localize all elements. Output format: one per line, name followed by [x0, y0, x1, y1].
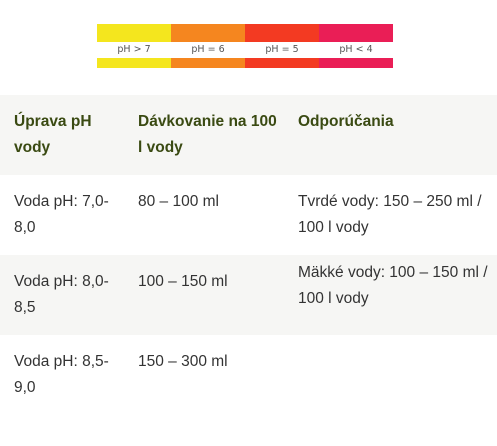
- ph-color-scale: pH > 7 pH = 6 pH = 5 pH < 4: [97, 24, 393, 68]
- ph-segment-5: pH = 5: [245, 24, 319, 68]
- ph-band-bottom: [171, 58, 245, 68]
- row-ph-value: Voda pH: 8,0-8,5: [14, 273, 109, 316]
- ph-band-top: [171, 24, 245, 42]
- row-dose: 80 – 100 ml: [138, 193, 219, 210]
- ph-band-top: [319, 24, 393, 42]
- ph-label: pH < 4: [319, 42, 393, 58]
- ph-label: pH = 6: [171, 42, 245, 58]
- ph-segment-6: pH = 6: [171, 24, 245, 68]
- table-row: Voda pH: 8,0-8,5 100 – 150 ml Mäkké vody…: [0, 255, 497, 335]
- ph-label: pH = 5: [245, 42, 319, 58]
- ph-band-top: [97, 24, 171, 42]
- ph-band-bottom: [97, 58, 171, 68]
- table-row: Voda pH: 7,0-8,0 80 – 100 ml Tvrdé vody:…: [0, 175, 497, 255]
- header-dosage: Dávkovanie na 100 l vody: [138, 113, 277, 156]
- table-row: Voda pH: 8,5-9,0 150 – 300 ml: [0, 335, 497, 425]
- ph-band-bottom: [245, 58, 319, 68]
- table-header-row: Úprava pH vody Dávkovanie na 100 l vody …: [0, 95, 497, 175]
- recommendation-soft-water: Mäkké vody: 100 – 150 ml / 100 l vody: [298, 264, 488, 307]
- row-dose: 100 – 150 ml: [138, 273, 228, 290]
- ph-segment-acidic: pH < 4: [319, 24, 393, 68]
- row-ph-value: Voda pH: 8,5-9,0: [14, 353, 109, 396]
- header-ph-adjustment: Úprava pH vody: [14, 113, 92, 156]
- ph-label: pH > 7: [97, 42, 171, 58]
- ph-band-top: [245, 24, 319, 42]
- recommendation-hard-water: Tvrdé vody: 150 – 250 ml / 100 l vody: [298, 193, 482, 236]
- row-dose: 150 – 300 ml: [138, 353, 228, 370]
- ph-segment-alkaline: pH > 7: [97, 24, 171, 68]
- ph-band-bottom: [319, 58, 393, 68]
- row-ph-value: Voda pH: 7,0-8,0: [14, 193, 109, 236]
- header-recommendations: Odporúčania: [298, 113, 394, 130]
- dosage-table: Úprava pH vody Dávkovanie na 100 l vody …: [0, 95, 497, 425]
